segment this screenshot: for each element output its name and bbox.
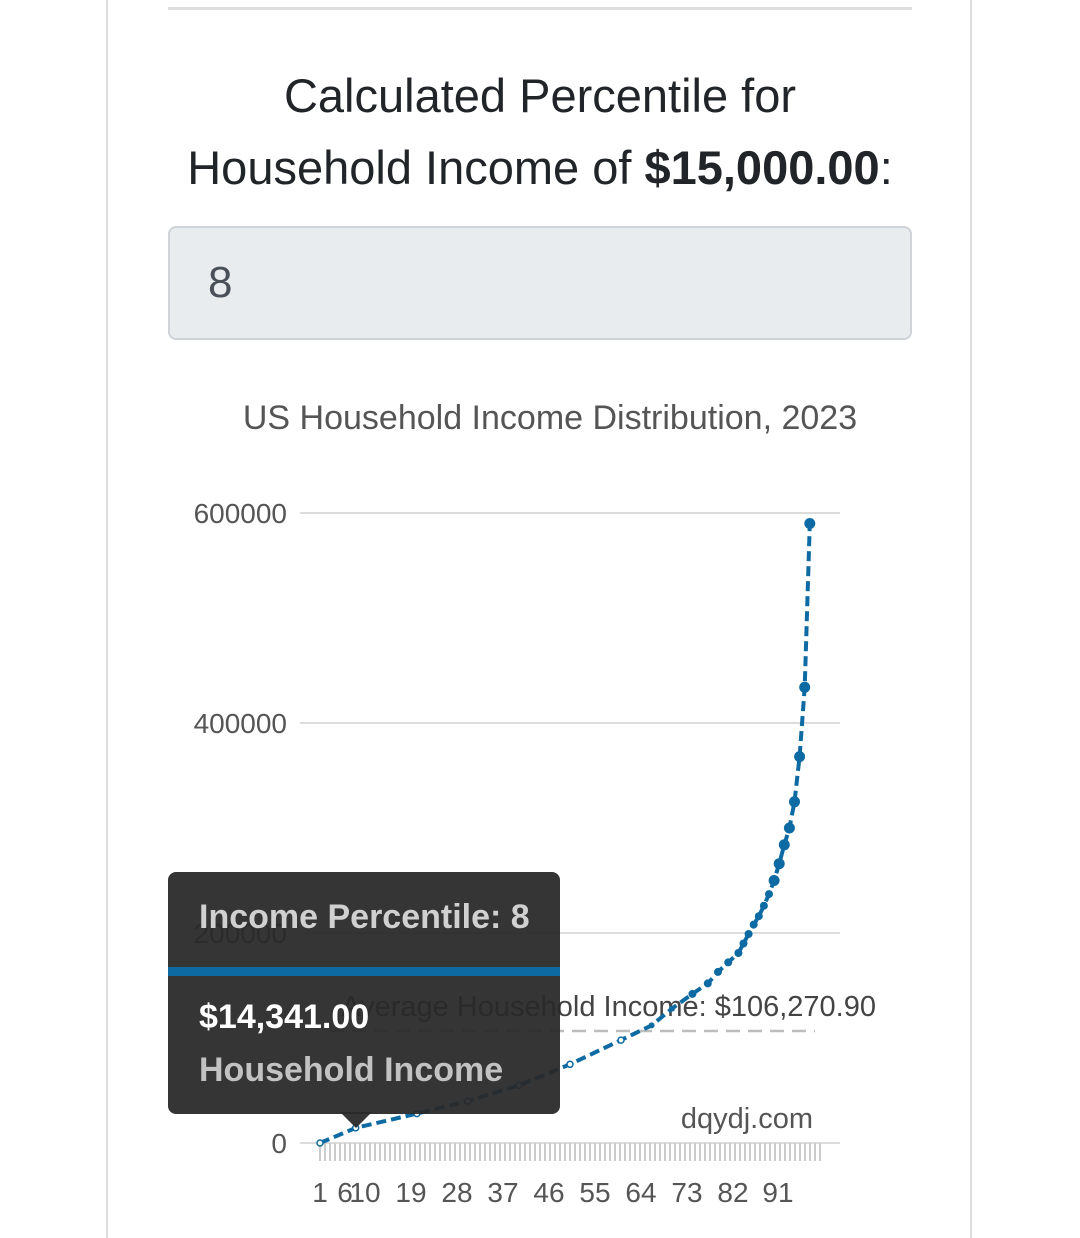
x-tick-label: 19 <box>395 1177 426 1208</box>
income-distribution-chart: US Household Income Distribution, 2023 0… <box>194 399 876 1208</box>
percentile-result-field[interactable]: 8 <box>168 226 912 340</box>
data-point[interactable] <box>669 1005 675 1012</box>
x-tick-label: 37 <box>487 1177 518 1208</box>
x-axis-ticks: 1 610 19 28 37 46 55 64 73 82 91 <box>312 1177 793 1208</box>
x-tick-label: 10 <box>349 1177 380 1208</box>
data-point[interactable] <box>617 1036 625 1044</box>
y-tick-label: 400000 <box>194 708 287 739</box>
heading-income: $15,000.00 <box>644 141 880 194</box>
data-point[interactable] <box>778 839 790 851</box>
x-tick-label: 73 <box>671 1177 702 1208</box>
data-point[interactable] <box>783 822 795 834</box>
data-point[interactable] <box>688 989 697 998</box>
x-tick-label: 6 <box>337 1177 353 1208</box>
y-tick-label: 600000 <box>194 498 287 529</box>
tooltip-header: Income Percentile: 8 <box>199 898 530 936</box>
data-point[interactable] <box>794 751 806 763</box>
data-point[interactable] <box>714 967 722 976</box>
data-point[interactable] <box>734 949 743 957</box>
series-line <box>319 523 812 1145</box>
data-point[interactable] <box>724 958 733 967</box>
data-point[interactable] <box>804 518 816 529</box>
data-point[interactable] <box>316 1139 324 1147</box>
data-point[interactable] <box>648 1022 655 1029</box>
heading-line-2: Household Income of $15,000.00: <box>120 132 960 204</box>
x-tick-label: 64 <box>625 1177 656 1208</box>
data-point[interactable] <box>739 939 748 948</box>
data-point[interactable] <box>749 920 758 929</box>
x-tick-label: 82 <box>717 1177 748 1208</box>
section-divider <box>168 7 912 10</box>
chart-title: US Household Income Distribution, 2023 <box>243 399 857 437</box>
result-heading: Calculated Percentile for Household Inco… <box>120 60 960 204</box>
chart-tooltip: Income Percentile: 8 $14,341.00 Househol… <box>168 872 560 1128</box>
x-tick-label: 28 <box>441 1177 472 1208</box>
data-point[interactable] <box>754 912 763 921</box>
data-point[interactable] <box>765 890 773 899</box>
tooltip-pointer <box>340 1112 372 1128</box>
x-tick-label: 91 <box>762 1177 793 1208</box>
heading-line-1: Calculated Percentile for <box>283 69 797 122</box>
data-point[interactable] <box>768 875 780 886</box>
y-tick-label: 0 <box>271 1128 287 1159</box>
x-tick-label: 1 <box>312 1177 328 1208</box>
tooltip-value: $14,341.00 <box>199 998 370 1036</box>
x-tick-label: 46 <box>533 1177 564 1208</box>
calculator-card <box>106 0 972 1238</box>
data-point[interactable] <box>566 1060 574 1069</box>
tooltip-label: Household Income <box>199 1051 504 1089</box>
data-point[interactable] <box>744 930 753 938</box>
data-point[interactable] <box>773 858 785 870</box>
x-tick-label: 55 <box>579 1177 610 1208</box>
data-point[interactable] <box>799 681 811 693</box>
credit-label: dqydj.com <box>681 1103 813 1135</box>
data-point[interactable] <box>789 796 800 808</box>
heading-prefix: Household Income of <box>187 141 645 194</box>
heading-suffix: : <box>879 141 893 194</box>
data-point[interactable] <box>703 979 712 988</box>
data-point[interactable] <box>759 901 768 910</box>
tooltip-accent-bar <box>168 967 560 976</box>
